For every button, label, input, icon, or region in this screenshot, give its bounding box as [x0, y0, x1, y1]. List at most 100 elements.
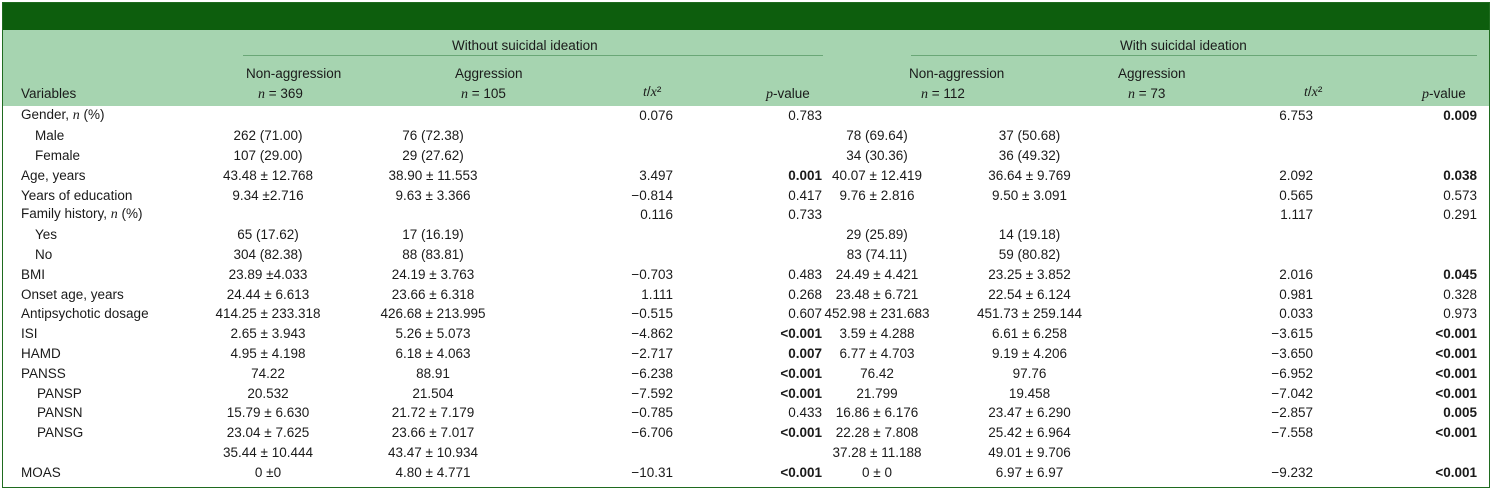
table-row: 35.44 ± 10.444 43.47 ± 10.934 37.28 ± 11.1… — [3, 443, 1489, 463]
table-row: ISI 2.65 ± 3.943 5.26 ± 5.073 −4.862 <0.001 3… — [3, 324, 1489, 344]
cell-d: 0.607 — [788, 306, 822, 322]
cell-g: −2.857 — [1271, 405, 1313, 421]
cell-g: 0.565 — [1279, 187, 1313, 203]
group-header-without-si: Without suicidal ideation — [452, 38, 598, 53]
col-header-variables: Variables — [21, 86, 77, 101]
row-label: Family history, n (%) — [21, 206, 143, 223]
cell-d — [673, 245, 822, 265]
cell-c: 1.111 — [641, 286, 673, 302]
cell-f: 6.97 ± 6.97 — [995, 464, 1064, 480]
cell-c: −0.703 — [631, 266, 673, 282]
cell-e: 24.49 ± 4.421 — [835, 266, 919, 282]
cell-g: −6.952 — [1271, 365, 1313, 381]
table-row: Yes 65 (17.62) 17 (16.19) 29 (25.89) 14 (19.… — [3, 225, 1489, 245]
col-header-t-2: t/x² — [1304, 84, 1323, 100]
cell-f: 19.458 — [1008, 385, 1051, 401]
row-label: HAMD — [21, 345, 61, 361]
row-label: Male — [35, 128, 65, 144]
cell-e: 34 (30.36) — [846, 147, 908, 163]
table-row: PANSN 15.79 ± 6.630 21.72 ± 7.179 −0.785 0.4… — [3, 403, 1489, 423]
cell-b: 23.66 ± 7.017 — [391, 425, 475, 441]
cell-g: −7.042 — [1271, 385, 1313, 401]
col-header-p-2: p-value — [1422, 86, 1466, 102]
cell-f: 36.64 ± 9.769 — [988, 167, 1071, 183]
cell-c: −7.592 — [631, 385, 673, 401]
cell-f: 59 (80.82) — [998, 246, 1061, 262]
cell-c: 0.076 — [639, 108, 673, 124]
col-header-n105: n = 105 — [461, 86, 506, 102]
cell-a: 414.25 ± 233.318 — [215, 306, 321, 322]
cell-a: 23.04 ± 7.625 — [226, 425, 310, 441]
row-label: Onset age, years — [21, 286, 124, 302]
cell-b: 24.19 ± 3.763 — [391, 266, 475, 282]
cell-d: <0.001 — [780, 365, 822, 381]
cell-g — [1137, 443, 1313, 463]
cell-d: <0.001 — [780, 425, 822, 441]
col-header-aggression-1: Aggression — [455, 66, 523, 81]
cell-b — [363, 205, 553, 225]
row-label: PANSN — [37, 405, 83, 421]
cell-a: 2.65 ± 3.943 — [230, 326, 306, 342]
cell-h: <0.001 — [1435, 365, 1477, 381]
cell-a: 65 (17.62) — [237, 227, 299, 243]
cell-h: <0.001 — [1435, 425, 1477, 441]
cell-c: −10.31 — [631, 464, 673, 480]
cell-d: <0.001 — [780, 385, 822, 401]
cell-h — [1313, 443, 1489, 463]
cell-e: 76.42 — [860, 365, 894, 381]
table-row: Onset age, years 24.44 ± 6.613 23.66 ± 6.3… — [3, 284, 1489, 304]
row-label: Female — [35, 147, 81, 163]
cell-c — [553, 146, 673, 166]
table-row: BMI 23.89 ±4.033 24.19 ± 3.763 −0.703 0.483 2… — [3, 264, 1489, 284]
cell-a: 9.34 ±2.716 — [232, 187, 304, 203]
cell-b: 4.80 ± 4.771 — [395, 464, 471, 480]
row-label: BMI — [21, 266, 46, 282]
row-label: Years of education — [21, 187, 133, 203]
cell-d — [673, 225, 822, 245]
cell-a: 0 ±0 — [254, 464, 282, 480]
cell-h: <0.001 — [1435, 385, 1477, 401]
cell-g: 6.753 — [1279, 108, 1313, 124]
cell-h — [1313, 146, 1489, 166]
col-header-n112: n = 112 — [921, 86, 965, 102]
table-row: MOAS 0 ±0 4.80 ± 4.771 −10.31 <0.001 0 ± 0 6.9… — [3, 462, 1489, 482]
cell-a: 35.44 ± 10.444 — [223, 444, 313, 460]
cell-g: 1.117 — [1280, 207, 1313, 223]
cell-d: <0.001 — [780, 326, 822, 342]
cell-g: −3.615 — [1271, 326, 1313, 342]
data-table: Gender, n (%) 0.076 0.783 6.753 0.009 Male 262… — [3, 106, 1489, 482]
row-label: PANSG — [37, 425, 84, 441]
cell-h — [1313, 126, 1489, 146]
cell-b: 76 (72.38) — [402, 128, 464, 144]
cell-g — [1137, 146, 1313, 166]
cell-a — [203, 205, 363, 225]
cell-g: −9.232 — [1271, 464, 1313, 480]
cell-b: 6.18 ± 4.063 — [395, 345, 471, 361]
cell-e: 9.76 ± 2.816 — [839, 187, 915, 203]
cell-c: −4.862 — [631, 326, 673, 342]
cell-b: 38.90 ± 11.553 — [388, 167, 478, 183]
row-label — [3, 443, 203, 463]
cell-f: 9.19 ± 4.206 — [992, 345, 1067, 361]
table-row: Male 262 (71.00) 76 (72.38) 78 (69.64) 37 (5… — [3, 126, 1489, 146]
row-label: Yes — [35, 227, 58, 243]
cell-a: 43.48 ± 12.768 — [223, 167, 313, 183]
cell-b: 29 (27.62) — [402, 147, 464, 163]
cell-h: 0.291 — [1443, 207, 1477, 223]
table-row: Years of education 9.34 ±2.716 9.63 ± 3.36… — [3, 185, 1489, 205]
cell-b: 5.26 ± 5.073 — [395, 326, 471, 342]
cell-e: 40.07 ± 12.419 — [832, 167, 922, 183]
cell-c: −6.238 — [631, 365, 673, 381]
table-row: No 304 (82.38) 88 (83.81) 83 (74.11) 59 (80.… — [3, 245, 1489, 265]
cell-h: <0.001 — [1435, 326, 1477, 342]
cell-h: 0.038 — [1443, 167, 1477, 183]
cell-d — [673, 146, 822, 166]
cell-f: 451.73 ± 259.144 — [976, 306, 1082, 322]
cell-f: 97.76 — [1012, 365, 1047, 381]
cell-e: 3.59 ± 4.288 — [839, 326, 915, 342]
cell-e: 78 (69.64) — [846, 128, 908, 144]
cell-d: 0.733 — [788, 207, 822, 223]
cell-d — [673, 443, 822, 463]
row-label: Gender, n (%) — [21, 107, 105, 124]
